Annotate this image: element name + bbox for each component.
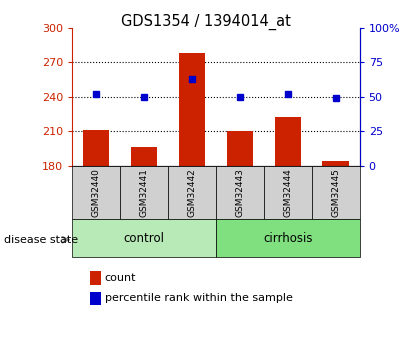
Bar bbox=[131, 147, 157, 166]
Text: cirrhosis: cirrhosis bbox=[263, 231, 312, 245]
Bar bbox=[275, 117, 301, 166]
Bar bbox=[120, 166, 168, 219]
Bar bbox=[226, 131, 253, 166]
Text: GSM32443: GSM32443 bbox=[235, 168, 244, 217]
Text: count: count bbox=[105, 273, 136, 283]
Text: GDS1354 / 1394014_at: GDS1354 / 1394014_at bbox=[120, 14, 291, 30]
Text: percentile rank within the sample: percentile rank within the sample bbox=[105, 294, 293, 303]
Text: GSM32441: GSM32441 bbox=[139, 168, 148, 217]
Text: GSM32440: GSM32440 bbox=[91, 168, 100, 217]
Bar bbox=[83, 130, 109, 166]
Bar bbox=[72, 166, 120, 219]
Bar bbox=[312, 166, 360, 219]
Bar bbox=[323, 161, 349, 166]
Bar bbox=[72, 219, 216, 257]
Bar bbox=[216, 219, 360, 257]
Text: control: control bbox=[123, 231, 164, 245]
Text: GSM32444: GSM32444 bbox=[283, 168, 292, 217]
Text: GSM32442: GSM32442 bbox=[187, 168, 196, 217]
Bar bbox=[216, 166, 264, 219]
Bar bbox=[168, 166, 216, 219]
Text: disease state: disease state bbox=[4, 235, 78, 245]
Bar bbox=[264, 166, 312, 219]
Bar bbox=[179, 53, 205, 166]
Text: GSM32445: GSM32445 bbox=[331, 168, 340, 217]
